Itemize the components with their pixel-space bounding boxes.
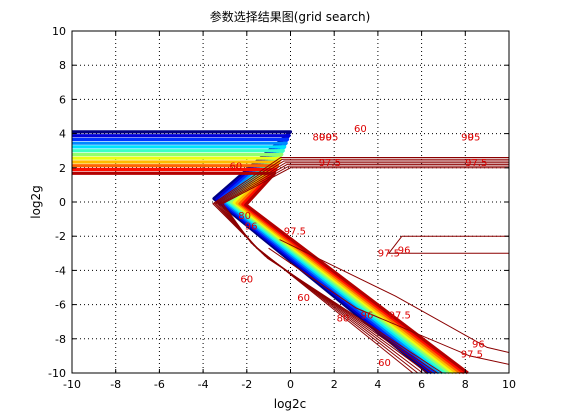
x-tick-label: -10: [63, 378, 81, 391]
contour-label: 60: [378, 358, 391, 369]
y-tick-label: 4: [59, 128, 66, 141]
contour-inner-line: [212, 157, 509, 374]
contour-inner-line: [222, 167, 509, 374]
contour-label: 97.5: [284, 226, 306, 237]
contour-label: 97.5: [389, 310, 411, 321]
contour-label: 96: [398, 245, 411, 256]
x-tick-label: 6: [418, 378, 425, 391]
x-axis-title: log2c: [274, 397, 307, 411]
contour-label: 90: [319, 132, 332, 143]
chart-title: 参数选择结果图(grid search): [210, 9, 371, 24]
y-tick-label: 0: [59, 196, 66, 209]
y-tick-label: -4: [55, 264, 66, 277]
contour-label: 60: [240, 274, 253, 285]
x-tick-label: 2: [331, 378, 338, 391]
x-tick-label: -4: [198, 378, 209, 391]
plot-area: [72, 31, 509, 373]
contour-inner-line: [218, 163, 509, 374]
contour-label: 90: [461, 132, 474, 143]
x-tick-label: 0: [287, 378, 294, 391]
contour-label: 97.5: [319, 158, 341, 169]
x-tick-label: 8: [462, 378, 469, 391]
y-axis-title: log2g: [29, 185, 43, 219]
contour-band: [72, 171, 469, 375]
contour-lines: [72, 130, 510, 375]
contour-inner-line: [213, 158, 509, 374]
contour-band: [72, 160, 458, 375]
contour-band: [72, 167, 466, 375]
contour-label: 60: [230, 162, 243, 173]
x-tick-label: -6: [154, 378, 165, 391]
axis-ticks: -10 -8 -6 -4 -2 0 2 4 6 8 10 -10 -8 -6 -4 -2 0 2 4 6 8 10: [48, 25, 516, 391]
y-tick-label: 6: [59, 93, 66, 106]
x-tick-label: -8: [110, 378, 121, 391]
contour-inner-line: [220, 165, 509, 374]
contour-label: 96: [472, 339, 485, 350]
contour-label: 97.5: [465, 158, 487, 169]
y-tick-label: -10: [48, 367, 66, 380]
contour-label: 60: [354, 124, 367, 135]
contour-label: 80: [337, 314, 350, 325]
contour-label: 96: [361, 310, 374, 321]
contour-label: 96: [245, 221, 258, 232]
x-tick-label: 4: [374, 378, 381, 391]
contour-label: 95: [326, 132, 339, 143]
contour-label: 60: [297, 293, 310, 304]
contour-label: 97.5: [378, 249, 400, 260]
contour-label: 80: [238, 211, 251, 222]
contour-label: 97.5: [461, 350, 483, 361]
contour-inner-line: [268, 247, 510, 365]
y-tick-label: 8: [59, 59, 66, 72]
contour-inner-region: [387, 235, 509, 254]
x-tick-label: -2: [241, 378, 252, 391]
contour-inner-line: [279, 239, 510, 353]
y-tick-label: 2: [59, 162, 66, 175]
y-tick-label: -2: [55, 230, 66, 243]
contour-label: 95: [468, 132, 481, 143]
contour-inner-line: [217, 162, 509, 374]
y-tick-label: -6: [55, 299, 66, 312]
contour-label: 80: [313, 132, 326, 143]
x-tick-label: 10: [502, 378, 516, 391]
y-tick-label: 10: [52, 25, 66, 38]
y-tick-label: -8: [55, 333, 66, 346]
